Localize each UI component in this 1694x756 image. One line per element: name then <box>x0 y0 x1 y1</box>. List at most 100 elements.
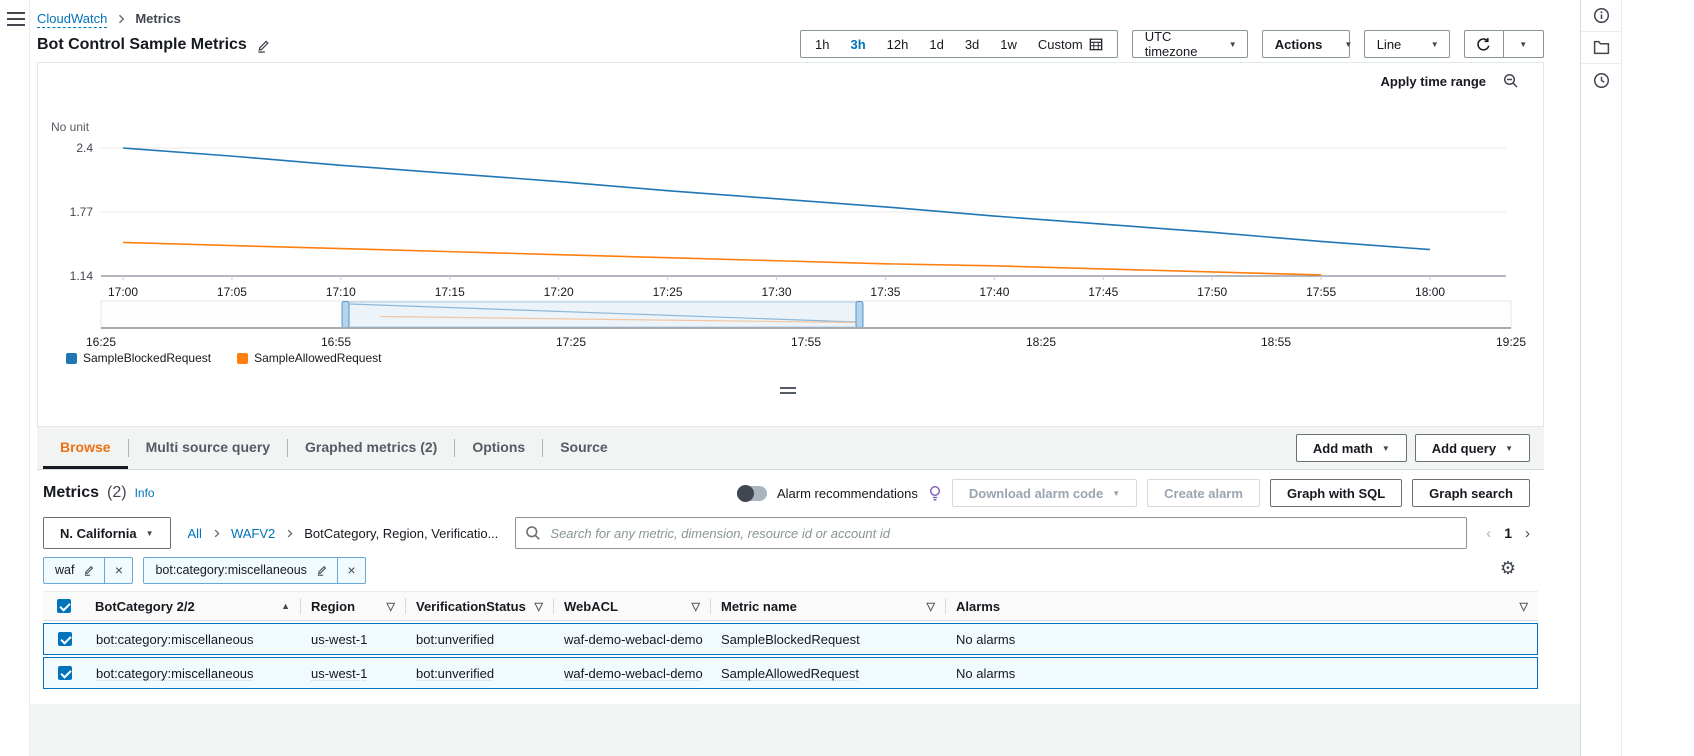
timeline-right-handle[interactable] <box>855 301 864 328</box>
cell-1[interactable]: us-west-1 <box>311 631 368 647</box>
add-query-button[interactable]: Add query ▼ <box>1414 434 1530 462</box>
previous-page-icon[interactable]: ‹ <box>1486 524 1492 542</box>
cell-2[interactable]: bot:unverified <box>416 631 495 647</box>
tab-browse[interactable]: Browse <box>43 427 128 469</box>
tab-graphed-metrics-2-[interactable]: Graphed metrics (2) <box>305 438 438 455</box>
range-button-3d[interactable]: 3d <box>964 36 980 52</box>
chevron-right-icon <box>284 528 295 539</box>
breadcrumb-cloudwatch-link[interactable]: CloudWatch <box>37 11 108 26</box>
download-alarm-code-button[interactable]: Download alarm code ▼ <box>951 479 1138 507</box>
svg-text:17:10: 17:10 <box>326 285 356 299</box>
range-button-1h[interactable]: 1h <box>815 36 830 52</box>
refresh-options-button[interactable]: ▼ <box>1503 30 1544 58</box>
timeline-selection[interactable] <box>345 301 860 328</box>
filter-pill-label: waf <box>55 563 75 577</box>
apply-time-range-label[interactable]: Apply time range <box>1380 73 1486 89</box>
create-alarm-button[interactable]: Create alarm <box>1147 479 1260 507</box>
lightbulb-icon[interactable] <box>928 485 942 501</box>
column-header-botcategory-2-2[interactable]: BotCategory 2/2 ▲ <box>95 598 290 614</box>
legend-item[interactable]: SampleAllowedRequest <box>237 351 381 365</box>
svg-text:17:30: 17:30 <box>762 285 792 299</box>
timezone-dropdown[interactable]: UTC timezone ▼ <box>1131 29 1248 59</box>
column-header-verificationstatus[interactable]: VerificationStatus ▽ <box>405 598 553 614</box>
cell-1[interactable]: us-west-1 <box>311 665 368 681</box>
zoom-out-icon[interactable] <box>1503 73 1519 89</box>
page-number[interactable]: 1 <box>1504 525 1512 541</box>
range-button-1d[interactable]: 1d <box>929 36 944 52</box>
legend-swatch <box>66 352 77 364</box>
svg-text:19:25: 19:25 <box>1496 335 1526 349</box>
metrics-chart[interactable]: 2.4 1.77 1.14 17:00 17:05 17:10 17:15 17:20 17:2… <box>38 118 1545 354</box>
column-header-webacl[interactable]: WebACL ▽ <box>553 598 710 614</box>
column-header-region[interactable]: Region ▽ <box>300 598 405 614</box>
column-filter-icon[interactable]: ▽ <box>1519 600 1528 613</box>
cell-0[interactable]: bot:category:miscellaneous <box>96 665 254 681</box>
series-line-SampleAllowedRequest[interactable] <box>122 241 1322 276</box>
metrics-browser-panel: Metrics (2) Info Alarm recommendations D… <box>37 470 1544 704</box>
table-header-row: BotCategory 2/2 ▲ Region ▽ VerificationStatu… <box>43 591 1538 621</box>
graph-search-button[interactable]: Graph search <box>1412 479 1530 507</box>
next-page-icon[interactable]: › <box>1525 524 1530 542</box>
table-row[interactable]: bot:category:miscellaneous us-west-1 bot:u… <box>43 623 1538 655</box>
edit-filter-icon[interactable] <box>316 564 337 576</box>
region-selector[interactable]: N. California ▼ <box>43 517 171 549</box>
add-math-button[interactable]: Add math ▼ <box>1295 434 1407 462</box>
info-link[interactable]: Info <box>134 486 155 500</box>
legend-item[interactable]: SampleBlockedRequest <box>66 351 211 365</box>
column-header-metric-name[interactable]: Metric name ▽ <box>710 598 945 614</box>
svg-text:17:00: 17:00 <box>108 285 138 299</box>
info-panel-icon[interactable] <box>1581 0 1621 32</box>
cell-0[interactable]: bot:category:miscellaneous <box>96 631 254 647</box>
graph-with-sql-button[interactable]: Graph with SQL <box>1269 479 1403 507</box>
edit-filter-icon[interactable] <box>83 564 104 576</box>
metric-search-input[interactable] <box>515 517 1468 549</box>
remove-filter-icon[interactable]: × <box>336 557 365 583</box>
column-header-alarms[interactable]: Alarms ▽ <box>945 598 1538 614</box>
actions-dropdown[interactable]: Actions ▼ <box>1261 30 1352 58</box>
svg-text:16:55: 16:55 <box>321 335 351 349</box>
cell-4[interactable]: SampleBlockedRequest <box>721 631 860 647</box>
page-title: Bot Control Sample Metrics <box>37 36 247 53</box>
chart-type-dropdown[interactable]: Line ▼ <box>1363 30 1450 58</box>
custom-range-button[interactable]: Custom <box>1038 37 1103 52</box>
range-button-3h[interactable]: 3h <box>850 36 866 52</box>
row-checkbox[interactable] <box>58 666 72 680</box>
refresh-button[interactable] <box>1463 30 1504 58</box>
svg-text:18:55: 18:55 <box>1261 335 1291 349</box>
column-filter-icon[interactable]: ▽ <box>926 600 935 613</box>
dimension-crumb-0[interactable]: All <box>187 525 202 541</box>
cell-3[interactable]: waf-demo-webacl-demo <box>564 665 703 681</box>
cell-3[interactable]: waf-demo-webacl-demo <box>564 631 703 647</box>
dimension-crumb-1[interactable]: WAFV2 <box>230 525 276 541</box>
chevron-right-icon <box>115 13 127 25</box>
row-checkbox[interactable] <box>58 632 72 646</box>
range-button-1w[interactable]: 1w <box>1000 36 1017 52</box>
chevron-down-icon: ▼ <box>1228 39 1237 49</box>
select-all-checkbox[interactable] <box>57 599 71 613</box>
svg-text:17:35: 17:35 <box>870 285 900 299</box>
cell-4[interactable]: SampleAllowedRequest <box>721 665 860 681</box>
tab-options[interactable]: Options <box>472 438 526 455</box>
chevron-down-icon: ▼ <box>1381 443 1390 453</box>
breadcrumb-metrics: Metrics <box>135 11 181 26</box>
panel-resize-handle[interactable] <box>780 387 796 394</box>
column-filter-icon[interactable]: ▽ <box>534 600 543 613</box>
cell-2[interactable]: bot:unverified <box>416 665 495 681</box>
series-line-SampleBlockedRequest[interactable] <box>122 147 1431 251</box>
recents-panel-icon[interactable] <box>1581 64 1621 96</box>
tab-multi-source-query[interactable]: Multi source query <box>145 438 271 455</box>
timeline-track[interactable] <box>100 300 1512 329</box>
sort-ascending-icon[interactable]: ▲ <box>281 601 290 611</box>
table-row[interactable]: bot:category:miscellaneous us-west-1 bot:u… <box>43 657 1538 689</box>
tab-source[interactable]: Source <box>560 438 608 455</box>
column-filter-icon[interactable]: ▽ <box>691 600 700 613</box>
menu-icon[interactable] <box>7 12 25 26</box>
remove-filter-icon[interactable]: × <box>104 557 132 583</box>
alarm-recommendations-toggle[interactable] <box>736 484 767 502</box>
column-filter-icon[interactable]: ▽ <box>386 600 395 613</box>
range-button-12h[interactable]: 12h <box>886 36 909 52</box>
edit-title-icon[interactable] <box>256 38 271 53</box>
resources-panel-icon[interactable] <box>1581 32 1621 64</box>
timeline-left-handle[interactable] <box>341 301 350 328</box>
table-settings-gear-icon[interactable]: ⚙ <box>1499 558 1516 578</box>
